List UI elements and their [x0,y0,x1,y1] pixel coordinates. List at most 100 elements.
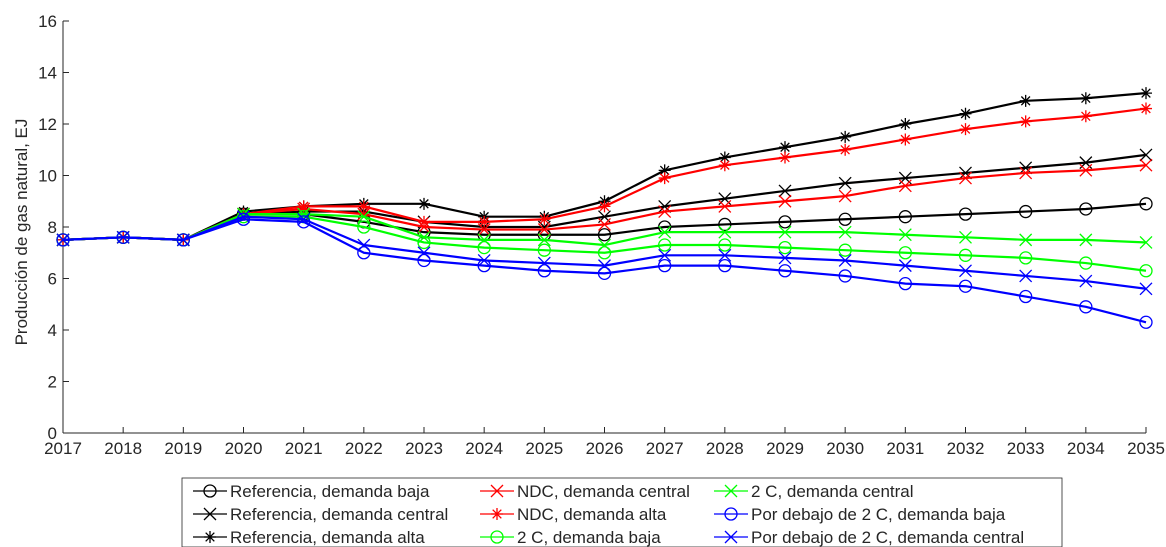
legend-label: NDC, demanda central [517,482,690,501]
data-point [116,230,130,244]
data-point [718,248,732,262]
data-point [597,266,612,281]
data-point [959,264,972,278]
legend-label: 2 C, demanda baja [517,528,661,547]
data-point [1079,92,1092,105]
data-point [1139,158,1153,172]
data-point [203,507,217,521]
data-point [297,200,310,213]
data-point [1140,102,1152,115]
x-tick-label: 2020 [225,439,263,458]
data-point [718,199,732,213]
x-tick-label: 2031 [886,439,924,458]
data-point [838,243,852,257]
data-point [898,246,912,260]
data-point [477,233,491,247]
x-tick-label: 2034 [1067,439,1105,458]
data-point [718,159,731,172]
data-point [56,233,70,247]
data-point [297,212,311,226]
series-line [62,218,1147,324]
data-point [418,215,430,228]
x-tick-label: 2026 [586,439,624,458]
data-point [958,248,973,262]
data-point [357,220,371,234]
legend-item: NDC, demanda central [480,482,690,501]
data-point [1139,197,1153,211]
data-point [838,176,852,190]
data-point [1079,163,1093,177]
x-tick-label: 2018 [104,439,142,458]
data-point [1079,202,1093,216]
legend-box [181,477,1063,547]
legend-item: 2 C, demanda central [714,482,914,501]
legend-label: Referencia, demanda central [230,505,448,524]
data-point [1079,233,1093,247]
x-tick-label: 2032 [947,439,985,458]
x-tick-label: 2027 [646,439,684,458]
data-point [658,164,671,177]
data-point [838,254,852,267]
data-point [357,246,371,260]
data-point [959,171,972,185]
legend-item: NDC, demanda alta [480,505,667,524]
series-referencia-demanda-alta [57,87,1152,246]
axes: 0 2 4 6 8 10 12 14 16 2017 2018 2019 2020 2021 2022 202… [38,12,1165,458]
data-point [1019,251,1033,265]
y-tick-label: 0 [48,424,57,443]
data-point [778,184,792,198]
data-point [838,212,852,226]
data-point [357,210,371,224]
data-point [1019,204,1033,219]
series-2-c-demanda-central [56,207,1153,252]
data-point [203,484,217,498]
data-point [898,210,912,224]
x-tick-label: 2022 [345,439,383,458]
data-point [490,484,504,498]
data-point [538,213,551,226]
data-point [838,189,852,203]
data-point [899,118,912,130]
data-point [779,151,791,164]
data-point [417,246,431,260]
data-point [724,507,738,521]
data-point [718,258,732,273]
y-tick-label: 8 [48,218,57,237]
x-tick-label: 2024 [465,439,503,458]
data-point [237,210,250,224]
data-point [1079,110,1092,123]
data-point [1019,115,1032,128]
x-tick-label: 2028 [706,439,744,458]
data-point [718,151,731,164]
x-tick-label: 2017 [44,439,82,458]
data-point [898,228,912,242]
y-tick-label: 16 [38,12,57,31]
data-point [490,530,504,544]
data-point [537,264,551,278]
data-point [597,228,612,242]
data-point [598,259,611,273]
data-point [1079,274,1093,288]
y-tick-label: 4 [48,321,57,340]
y-tick-label: 6 [48,270,57,289]
data-point [597,246,612,260]
x-tick-label: 2030 [826,439,864,458]
data-point [598,217,611,231]
data-point [477,254,491,267]
data-point [598,238,611,252]
y-tick-label: 14 [38,64,57,83]
data-point [778,225,792,239]
data-point [779,141,791,154]
data-point [724,530,738,544]
data-point [598,200,611,213]
data-point [959,123,972,136]
data-point [778,194,792,208]
legend-label: 2 C, demanda central [751,482,914,501]
data-point [537,223,551,237]
data-point [898,276,912,291]
data-point [1019,289,1033,304]
legend-label: NDC, demanda alta [517,505,667,524]
data-point [718,225,732,239]
x-tick-label: 2035 [1127,439,1165,458]
